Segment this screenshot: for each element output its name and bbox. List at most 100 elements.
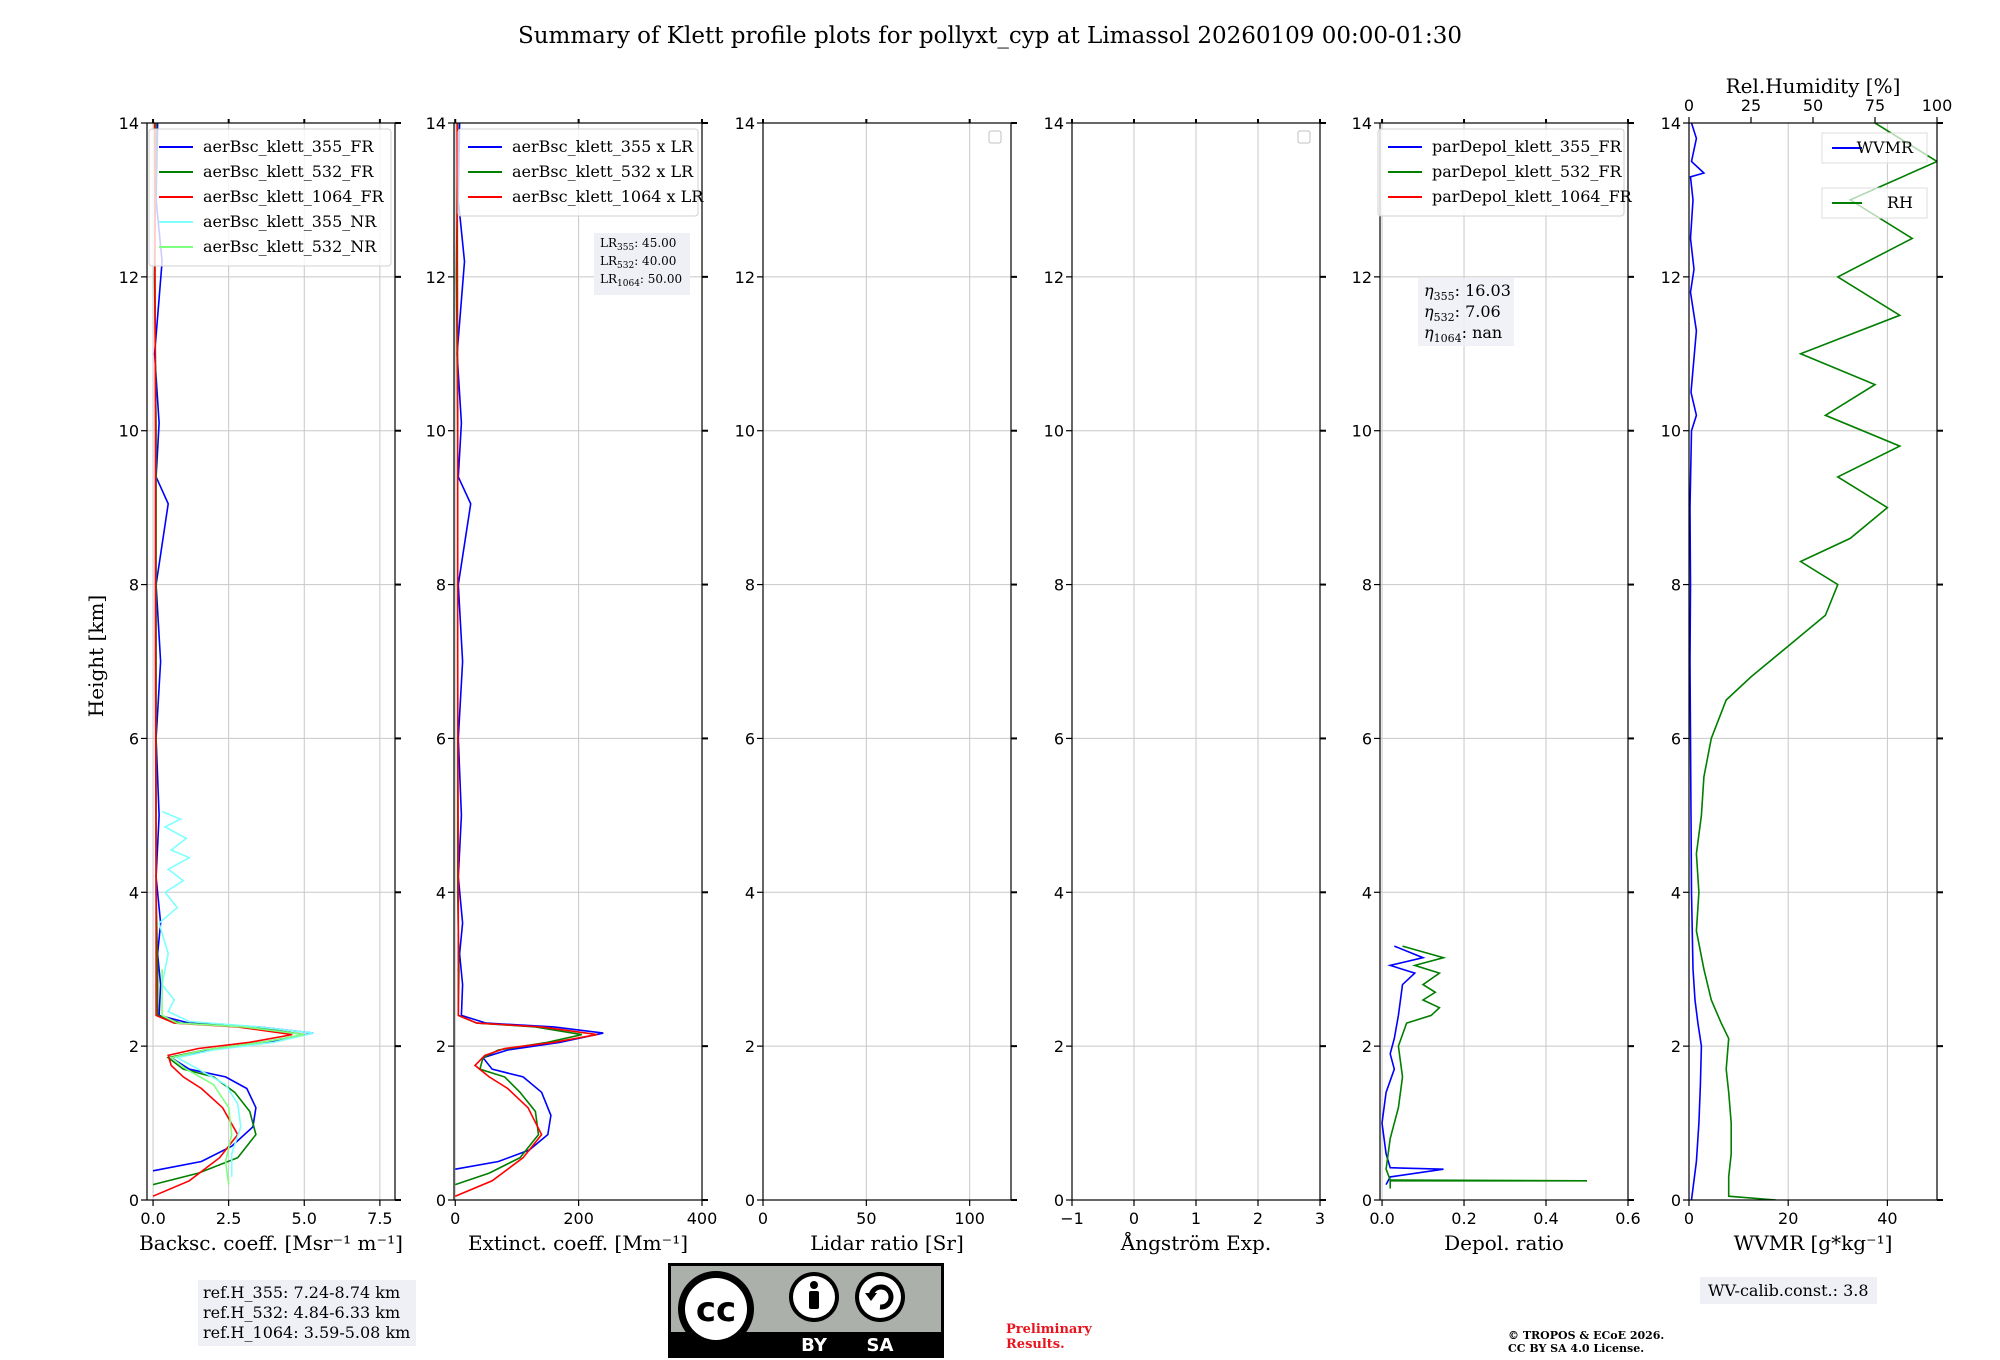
axes-frame-wv	[1688, 122, 1938, 1201]
x-axis-label-ang: Ångström Exp.	[1120, 1230, 1271, 1255]
ytick-label: 6	[1054, 729, 1064, 748]
x2tick-label: 25	[1741, 96, 1761, 115]
legend-label: parDepol_klett_355_FR	[1432, 137, 1623, 156]
preliminary-line-2: Results.	[1006, 1337, 1065, 1352]
panel-bsc: 0 2 4 6 8 10 12 14 0.0 2.5 5.0 7.5 Backsc. coeff. [M…	[119, 114, 403, 1255]
ytick-label: 6	[129, 729, 139, 748]
wv-calibration-box: WV-calib.const.: 3.8	[1700, 1277, 1877, 1304]
series-RH	[1695, 123, 1937, 1200]
ytick-label: 14	[735, 114, 755, 133]
by-person-head	[810, 1281, 818, 1289]
preliminary-note: Preliminary Results.	[1006, 1322, 1092, 1352]
legend-label: aerBsc_klett_532_FR	[203, 162, 374, 181]
xtick-label: 0.4	[1533, 1209, 1558, 1228]
sa-arrowhead	[865, 1293, 877, 1301]
lr-355-text: LR355: 45.00	[600, 236, 676, 253]
ytick-label: 0	[436, 1191, 446, 1210]
ytick-label: 2	[436, 1037, 446, 1056]
sa-icon	[859, 1276, 901, 1318]
x2tick-label: 100	[1922, 96, 1953, 115]
legend-label: aerBsc_klett_355 x LR	[512, 137, 694, 156]
eta-1064-text: η1064: nan	[1424, 323, 1502, 345]
ytick-label: 8	[1671, 576, 1681, 595]
panel-dep: 0 2 4 6 8 10 12 14 0.0 0.2 0.4 0.6 Depol. ratio parDe…	[1352, 114, 1641, 1255]
xtick-label: 400	[687, 1209, 718, 1228]
xtick-label: 3	[1315, 1209, 1325, 1228]
xtick-label: 0.0	[1369, 1209, 1394, 1228]
ytick-label: 6	[1362, 729, 1372, 748]
ytick-label: 8	[129, 576, 139, 595]
legend-label: RH	[1887, 193, 1913, 212]
ref-height-355: ref.H_355: 7.24-8.74 km	[203, 1283, 401, 1302]
ytick-label: 12	[1352, 268, 1372, 287]
legend-label: parDepol_klett_1064_FR	[1432, 187, 1633, 206]
empty-legend	[1297, 130, 1311, 144]
ytick-label: 10	[1661, 422, 1681, 441]
ytick-label: 0	[745, 1191, 755, 1210]
series-aerBsc_klett_355 x LR	[455, 123, 604, 1170]
x-axis-label-bsc: Backsc. coeff. [Msr⁻¹ m⁻¹]	[139, 1231, 403, 1255]
lidar-ratio-annotation: LR355: 45.00 LR532: 40.00 LR1064: 50.00	[594, 233, 690, 295]
ytick-label: 10	[426, 422, 446, 441]
xtick-label: −1	[1060, 1209, 1084, 1228]
ytick-label: 2	[1362, 1037, 1372, 1056]
axes-frame-dep	[1379, 122, 1629, 1201]
ref-height-532: ref.H_532: 4.84-6.33 km	[203, 1303, 401, 1322]
ytick-label: 12	[1044, 268, 1064, 287]
axes-frame-lr	[762, 122, 1012, 1201]
xtick-label: 0.6	[1615, 1209, 1640, 1228]
panel-ext: 0 2 4 6 8 10 12 14 0 200 400 Extinct. coeff. [Mm⁻¹]…	[426, 114, 718, 1255]
ytick-label: 0	[1362, 1191, 1372, 1210]
ytick-label: 0	[129, 1191, 139, 1210]
ytick-label: 10	[1352, 422, 1372, 441]
xtick-label: 20	[1778, 1209, 1798, 1228]
x2tick-label: 0	[1684, 96, 1694, 115]
figure-title: Summary of Klett profile plots for polly…	[518, 23, 1462, 49]
ytick-label: 4	[1362, 883, 1372, 902]
ytick-label: 8	[436, 576, 446, 595]
legend-label: aerBsc_klett_1064 x LR	[512, 187, 704, 206]
ytick-label: 12	[1661, 268, 1681, 287]
ytick-label: 2	[129, 1037, 139, 1056]
cc-by-sa-badge: cc BY SA	[668, 1263, 944, 1358]
series-parDepol_klett_355_FR	[1381, 945, 1444, 1185]
ytick-label: 14	[1352, 114, 1372, 133]
xtick-label: 5.0	[292, 1209, 317, 1228]
legend-box	[457, 128, 699, 217]
xtick-label: 50	[856, 1209, 876, 1228]
by-text: BY	[801, 1335, 828, 1356]
by-person-body	[809, 1291, 819, 1309]
xtick-label: 0	[450, 1209, 460, 1228]
ytick-label: 2	[1054, 1037, 1064, 1056]
legend-label: aerBsc_klett_355_NR	[203, 212, 377, 231]
ytick-label: 14	[426, 114, 446, 133]
legend-ext: aerBsc_klett_355 x LR aerBsc_klett_532 x …	[457, 128, 704, 217]
series-aerBsc_klett_532_NR	[161, 969, 305, 1185]
ref-height-1064: ref.H_1064: 3.59-5.08 km	[203, 1323, 411, 1342]
legend-wv: WVMR RH	[1821, 132, 1928, 219]
xtick-label: 0	[1684, 1209, 1694, 1228]
ytick-label: 6	[1671, 729, 1681, 748]
ytick-label: 8	[1362, 576, 1372, 595]
legend-label: aerBsc_klett_532 x LR	[512, 162, 694, 181]
legend-box	[1377, 128, 1625, 217]
ytick-label: 8	[745, 576, 755, 595]
xtick-label: 2.5	[216, 1209, 241, 1228]
series-parDepol_klett_532_FR	[1385, 945, 1588, 1189]
x-axis-label-lr: Lidar ratio [Sr]	[810, 1231, 964, 1255]
ytick-label: 2	[1671, 1037, 1681, 1056]
ytick-label: 12	[119, 268, 139, 287]
x2tick-label: 50	[1803, 96, 1823, 115]
ytick-label: 2	[745, 1037, 755, 1056]
legend-label: aerBsc_klett_532_NR	[203, 237, 377, 256]
ytick-label: 6	[745, 729, 755, 748]
copyright-line-1: © TROPOS & ECoE 2026.	[1508, 1329, 1665, 1342]
ytick-label: 4	[1671, 883, 1681, 902]
ytick-label: 4	[1054, 883, 1064, 902]
x2-axis-label: Rel.Humidity [%]	[1726, 74, 1901, 98]
x2tick-label: 75	[1865, 96, 1885, 115]
